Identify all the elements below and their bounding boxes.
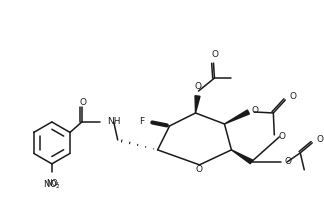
Text: O: O [195,165,202,174]
Polygon shape [231,150,252,164]
Text: O: O [194,82,201,91]
Text: NO$_2$: NO$_2$ [43,179,61,191]
Text: O: O [251,107,258,116]
Text: O: O [289,91,296,101]
Text: NO: NO [46,179,58,188]
Text: F: F [140,117,145,126]
Text: O: O [278,132,285,141]
Polygon shape [195,96,200,113]
Text: O: O [316,135,323,144]
Text: ₂: ₂ [55,181,58,186]
Polygon shape [225,110,249,124]
Text: O: O [284,157,291,166]
Text: O: O [212,50,219,59]
Text: O: O [79,97,86,107]
Text: NH: NH [107,117,120,126]
